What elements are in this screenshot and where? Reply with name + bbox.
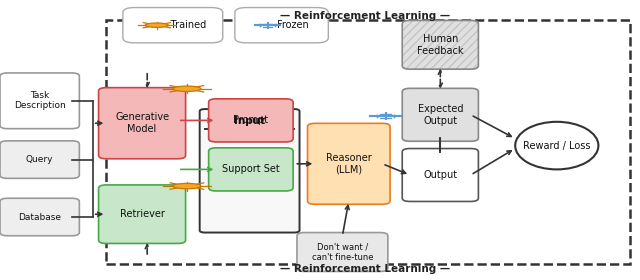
FancyBboxPatch shape [99, 185, 186, 244]
Text: Prompt: Prompt [234, 115, 268, 125]
FancyBboxPatch shape [0, 141, 79, 178]
Text: Database: Database [18, 213, 61, 221]
FancyBboxPatch shape [402, 149, 479, 202]
Text: — Reinforcement Learning —: — Reinforcement Learning — [280, 264, 450, 274]
FancyBboxPatch shape [123, 8, 223, 43]
FancyBboxPatch shape [0, 198, 79, 236]
Ellipse shape [173, 183, 201, 189]
FancyBboxPatch shape [99, 88, 186, 159]
Text: Support Set: Support Set [222, 164, 280, 174]
FancyBboxPatch shape [209, 99, 293, 142]
Text: Human
Feedback: Human Feedback [417, 34, 463, 56]
Text: Don't want /
can't fine-tune: Don't want / can't fine-tune [312, 242, 373, 262]
Text: Input: Input [234, 116, 265, 125]
Ellipse shape [145, 23, 168, 27]
FancyBboxPatch shape [0, 73, 79, 129]
FancyBboxPatch shape [402, 88, 479, 141]
Text: Output: Output [423, 170, 458, 180]
Text: Reasoner
(LLM): Reasoner (LLM) [326, 153, 372, 175]
FancyBboxPatch shape [402, 20, 479, 69]
Text: Frozen: Frozen [277, 20, 309, 30]
Text: Reward / Loss: Reward / Loss [523, 141, 591, 151]
Text: - Trained: - Trained [164, 20, 207, 30]
FancyBboxPatch shape [200, 109, 300, 232]
Text: Query: Query [26, 155, 53, 164]
FancyBboxPatch shape [235, 8, 328, 43]
Text: Generative
Model: Generative Model [115, 112, 169, 134]
Text: Task
Description: Task Description [14, 91, 65, 111]
FancyBboxPatch shape [308, 123, 390, 204]
Ellipse shape [515, 122, 598, 169]
Text: Retriever: Retriever [120, 209, 164, 219]
Text: — Reinforcement Learning —: — Reinforcement Learning — [280, 11, 450, 21]
Text: Expected
Output: Expected Output [417, 104, 463, 126]
FancyBboxPatch shape [297, 232, 388, 272]
Ellipse shape [173, 86, 201, 92]
FancyBboxPatch shape [209, 148, 293, 191]
